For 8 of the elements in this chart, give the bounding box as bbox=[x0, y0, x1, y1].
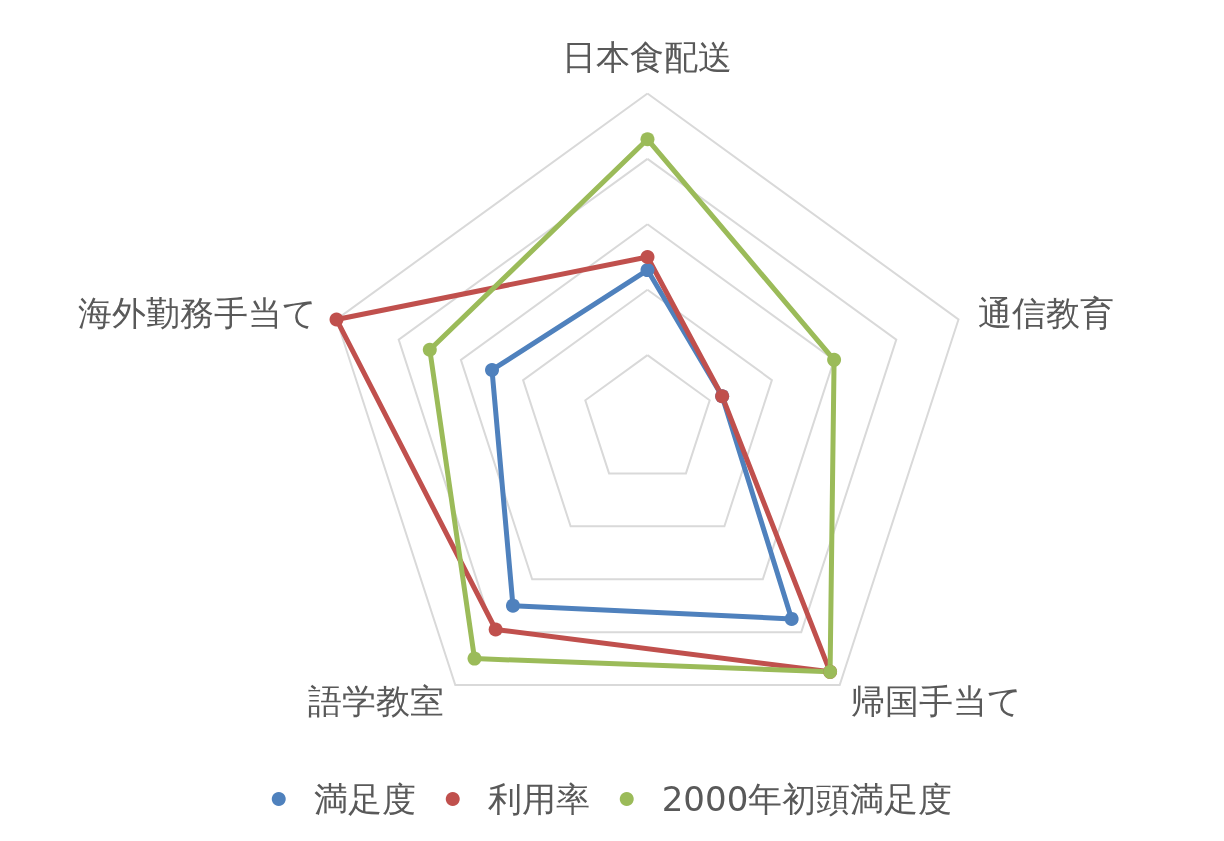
legend-label: 利用率 bbox=[487, 779, 590, 819]
spoke-label: 海外勤務手当て bbox=[78, 293, 318, 334]
spoke-label: 語学教室 bbox=[307, 681, 444, 722]
legend-label: 2000年初頭満足度 bbox=[661, 779, 953, 819]
spoke-label: 帰国手当て bbox=[851, 681, 1023, 722]
legend-label: 満足度 bbox=[313, 779, 416, 819]
spoke-label: 通信教育 bbox=[977, 293, 1114, 334]
spoke-label: 日本食配送 bbox=[562, 36, 733, 77]
